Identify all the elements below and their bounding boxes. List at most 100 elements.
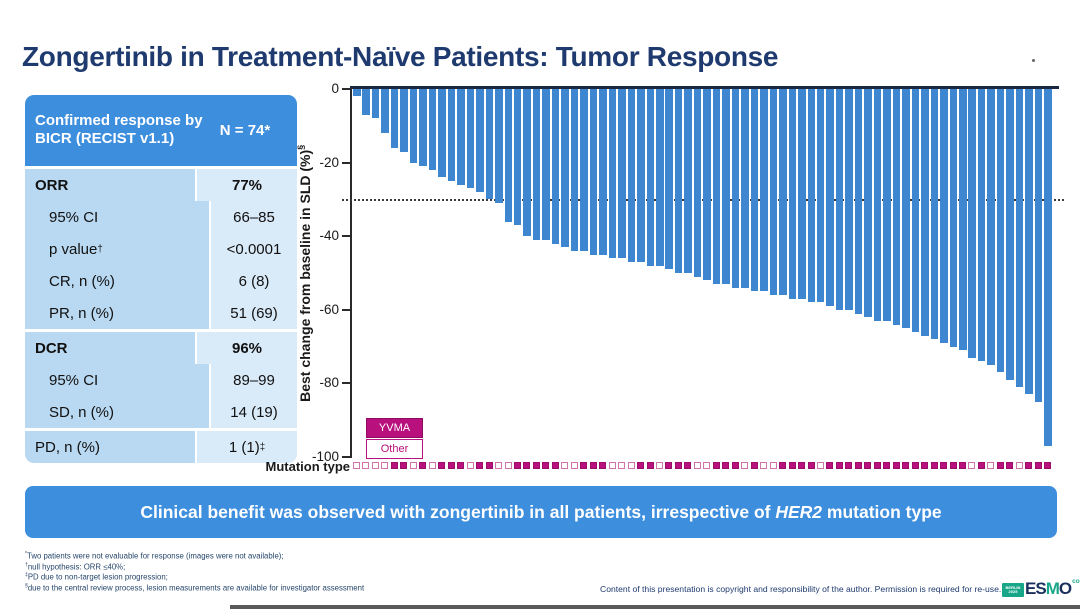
- waterfall-bar: [722, 89, 730, 284]
- table-header-n: N = 74*: [219, 121, 271, 139]
- esmo-congress-logo: BERLIN 2025 ESMO congress: [1002, 578, 1080, 599]
- mutation-square-other: [741, 462, 749, 469]
- legend-other: Other: [366, 439, 423, 459]
- mutation-square-yvma: [532, 462, 540, 469]
- waterfall-bar: [1025, 89, 1033, 395]
- waterfall-bar: [921, 89, 929, 336]
- table-row: CR, n (%) 6 (8): [25, 265, 297, 297]
- waterfall-bar: [779, 89, 787, 296]
- waterfall-bar: [608, 89, 617, 259]
- row-value: 77%: [197, 169, 297, 201]
- row-value: 96%: [197, 332, 297, 364]
- footnote-line: §due to the central review process, lesi…: [25, 582, 365, 593]
- mutation-square-yvma: [646, 462, 654, 469]
- y-tick-label: -40: [319, 228, 339, 244]
- mutation-square-yvma: [722, 462, 730, 469]
- waterfall-bar: [930, 89, 939, 340]
- table-row: SD, n (%) 14 (19): [25, 396, 297, 428]
- mutation-squares: [353, 461, 1052, 470]
- mutation-square-other: [570, 462, 578, 469]
- waterfall-bar: [523, 89, 531, 237]
- copyright-notice: Content of this presentation is copyrigh…: [600, 584, 1002, 594]
- mutation-square-yvma: [684, 462, 692, 469]
- waterfall-bar: [693, 89, 702, 277]
- row-label: DCR: [25, 332, 197, 364]
- mutation-square-other: [1015, 462, 1023, 469]
- waterfall-bar: [504, 89, 512, 222]
- mutation-square-yvma: [731, 462, 739, 469]
- mutation-square-other: [968, 462, 976, 469]
- waterfall-bar: [902, 89, 910, 329]
- table-row: p value † <0.0001: [25, 233, 297, 265]
- waterfall-bar: [589, 89, 598, 255]
- bottom-edge-strip: [230, 605, 1080, 609]
- mutation-square-yvma: [1025, 462, 1033, 469]
- waterfall-bar: [637, 89, 645, 262]
- mutation-square-yvma: [873, 462, 881, 469]
- waterfall-bar: [940, 89, 948, 343]
- y-tick-label: -20: [319, 154, 339, 170]
- mutation-square-yvma: [902, 462, 910, 469]
- waterfall-bar: [750, 89, 759, 292]
- y-axis-title: Best change from baseline in SLD (%)§: [296, 144, 314, 402]
- waterfall-bar: [760, 89, 768, 292]
- mutation-square-other: [409, 462, 417, 469]
- mutation-square-yvma: [419, 462, 427, 469]
- waterfall-bar: [532, 89, 541, 240]
- waterfall-bar: [835, 89, 844, 310]
- mutation-square-other: [381, 462, 389, 469]
- mutation-square-yvma: [457, 462, 465, 469]
- mutation-square-yvma: [996, 462, 1004, 469]
- waterfall-bar: [816, 89, 825, 303]
- waterfall-bar: [674, 89, 683, 273]
- mutation-square-yvma: [845, 462, 853, 469]
- row-value: 14 (19): [211, 396, 297, 428]
- footnote-line: ‡PD due to non-target lesion progression…: [25, 572, 168, 582]
- response-table: Confirmed response by BICR (RECIST v1.1)…: [25, 95, 297, 463]
- mutation-square-other: [693, 462, 701, 469]
- waterfall-bar: [1034, 89, 1043, 402]
- waterfall-bar: [1015, 89, 1024, 388]
- waterfall-bar: [769, 89, 778, 296]
- banner-text-before: Clinical benefit was observed with zonge…: [140, 501, 776, 522]
- y-tick-label: 0: [331, 81, 339, 96]
- mutation-square-yvma: [977, 462, 985, 469]
- y-tick-mark: [342, 88, 350, 90]
- waterfall-bar: [741, 89, 749, 288]
- esmo-badge: BERLIN 2025: [1002, 583, 1024, 597]
- mutation-square-other: [353, 462, 360, 469]
- waterfall-bar: [513, 89, 522, 226]
- row-value: 66–85: [211, 201, 297, 233]
- waterfall-bar: [551, 89, 560, 244]
- waterfall-bar: [731, 89, 740, 288]
- footnote-line: *Two patients were not evaluable for res…: [25, 551, 284, 561]
- mutation-square-yvma: [854, 462, 862, 469]
- row-label: ORR: [25, 169, 197, 201]
- waterfall-bar: [873, 89, 882, 321]
- row-value: 51 (69): [211, 297, 297, 329]
- mutation-square-other: [627, 462, 635, 469]
- waterfall-bar: [656, 89, 664, 266]
- waterfall-bar: [580, 89, 588, 251]
- y-tick-label: -80: [319, 375, 339, 391]
- mutation-square-other: [561, 462, 569, 469]
- mutation-square-other: [371, 462, 379, 469]
- mutation-square-yvma: [589, 462, 597, 469]
- y-tick-mark: [342, 235, 350, 238]
- row-value: 6 (8): [211, 265, 297, 297]
- mutation-square-yvma: [940, 462, 948, 469]
- row-value: 1 (1) ‡: [197, 431, 297, 463]
- waterfall-bar: [618, 89, 626, 259]
- waterfall-bar: [911, 89, 920, 332]
- table-row: PR, n (%) 51 (69): [25, 297, 297, 329]
- waterfall-bar: [599, 89, 607, 255]
- response-table-body: ORR 77% 95% CI 66–85 p value † <0.0001 CR, n (%…: [25, 169, 297, 463]
- mutation-square-yvma: [930, 462, 938, 469]
- waterfall-bar: [959, 89, 967, 351]
- y-axis-line: [350, 89, 352, 458]
- waterfall-bar: [987, 89, 995, 365]
- waterfall-bar: [968, 89, 976, 358]
- mutation-square-yvma: [485, 462, 493, 469]
- legend-yvma: YVMA: [366, 418, 423, 438]
- y-tick-label: -60: [319, 301, 339, 317]
